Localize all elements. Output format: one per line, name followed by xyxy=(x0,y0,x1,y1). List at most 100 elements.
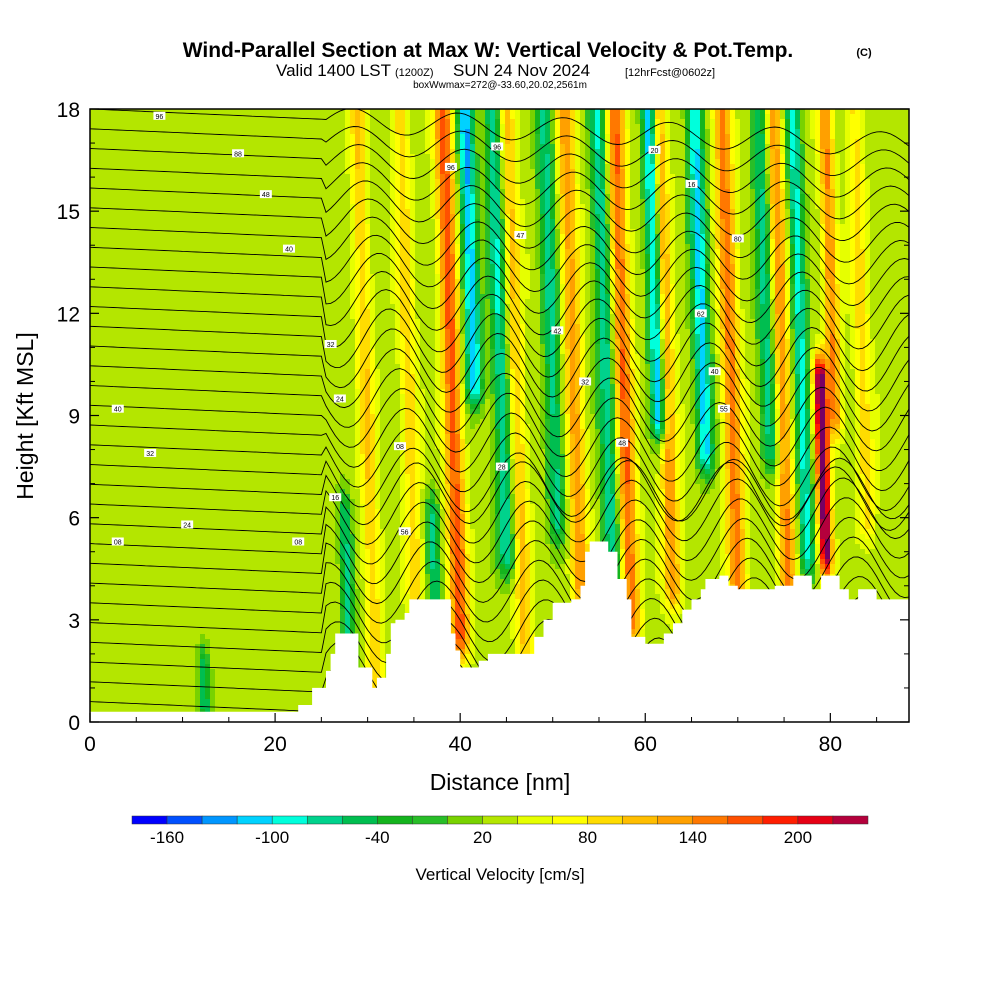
velocity-cell xyxy=(690,249,696,255)
velocity-cell xyxy=(575,149,581,155)
velocity-cell xyxy=(820,239,826,245)
velocity-cell xyxy=(660,119,666,125)
velocity-cell xyxy=(855,199,861,205)
velocity-cell xyxy=(565,144,571,150)
velocity-cell xyxy=(775,194,781,200)
velocity-cell xyxy=(690,144,696,150)
velocity-cell xyxy=(560,249,566,255)
velocity-cell xyxy=(165,144,171,150)
velocity-cell xyxy=(455,154,461,160)
velocity-cell xyxy=(185,214,191,220)
velocity-cell xyxy=(735,174,741,180)
velocity-cell xyxy=(820,169,826,175)
velocity-cell xyxy=(425,214,431,220)
velocity-cell xyxy=(560,224,566,230)
velocity-cell xyxy=(510,154,516,160)
velocity-cell xyxy=(675,189,681,195)
velocity-cell xyxy=(580,239,586,245)
velocity-cell xyxy=(830,119,836,125)
velocity-cell xyxy=(780,119,786,125)
velocity-cell xyxy=(605,219,611,225)
velocity-cell xyxy=(385,219,391,225)
velocity-cell xyxy=(120,114,126,120)
velocity-cell xyxy=(820,244,826,250)
velocity-cell xyxy=(400,189,406,195)
velocity-cell xyxy=(880,234,886,240)
velocity-cell xyxy=(415,239,421,245)
velocity-cell xyxy=(465,114,471,120)
velocity-cell xyxy=(225,244,231,250)
velocity-cell xyxy=(275,199,281,205)
velocity-cell xyxy=(380,214,386,220)
velocity-cell xyxy=(185,259,191,265)
velocity-cell xyxy=(475,174,481,180)
velocity-cell xyxy=(695,129,701,135)
velocity-cell xyxy=(355,114,361,120)
velocity-cell xyxy=(835,119,841,125)
velocity-cell xyxy=(195,259,201,265)
velocity-cell xyxy=(585,109,591,115)
velocity-cell xyxy=(530,139,536,145)
velocity-cell xyxy=(540,204,546,210)
velocity-cell xyxy=(380,129,386,135)
velocity-cell xyxy=(430,119,436,125)
velocity-cell xyxy=(470,109,476,115)
velocity-cell xyxy=(220,219,226,225)
velocity-cell xyxy=(100,209,106,215)
velocity-cell xyxy=(485,204,491,210)
velocity-cell xyxy=(785,194,791,200)
velocity-cell xyxy=(135,184,141,190)
velocity-cell xyxy=(545,149,551,155)
velocity-cell xyxy=(615,139,621,145)
velocity-cell xyxy=(660,144,666,150)
velocity-cell xyxy=(185,124,191,130)
velocity-cell xyxy=(465,129,471,135)
velocity-cell xyxy=(205,234,211,240)
velocity-cell xyxy=(880,119,886,125)
velocity-cell xyxy=(260,204,266,210)
velocity-cell xyxy=(110,194,116,200)
velocity-cell xyxy=(535,164,541,170)
velocity-cell xyxy=(850,239,856,245)
velocity-cell xyxy=(375,224,381,230)
velocity-cell xyxy=(585,209,591,215)
velocity-cell xyxy=(370,169,376,175)
velocity-cell xyxy=(905,179,909,185)
velocity-cell xyxy=(785,229,791,235)
velocity-cell xyxy=(225,129,231,135)
velocity-cell xyxy=(540,194,546,200)
velocity-cell xyxy=(325,194,331,200)
velocity-cell xyxy=(645,179,651,185)
velocity-cell xyxy=(280,244,286,250)
velocity-cell xyxy=(845,114,851,120)
velocity-cell xyxy=(460,199,466,205)
velocity-cell xyxy=(410,139,416,145)
velocity-cell xyxy=(545,159,551,165)
velocity-cell xyxy=(300,224,306,230)
velocity-cell xyxy=(485,149,491,155)
velocity-cell xyxy=(840,189,846,195)
velocity-cell xyxy=(275,169,281,175)
velocity-cell xyxy=(110,259,116,265)
velocity-cell xyxy=(860,184,866,190)
velocity-cell xyxy=(440,159,446,165)
velocity-cell xyxy=(290,259,296,265)
velocity-cell xyxy=(805,109,811,115)
velocity-cell xyxy=(795,214,801,220)
velocity-cell xyxy=(550,199,556,205)
velocity-cell xyxy=(375,134,381,140)
velocity-cell xyxy=(785,184,791,190)
velocity-cell xyxy=(845,244,851,250)
velocity-cell xyxy=(575,249,581,255)
velocity-cell xyxy=(870,149,876,155)
velocity-cell xyxy=(285,224,291,230)
velocity-cell xyxy=(855,224,861,230)
velocity-cell xyxy=(735,254,741,260)
velocity-cell xyxy=(775,209,781,215)
velocity-cell xyxy=(865,159,871,165)
velocity-cell xyxy=(640,234,646,240)
velocity-cell xyxy=(370,259,376,265)
velocity-cell xyxy=(535,114,541,120)
velocity-cell xyxy=(670,114,676,120)
